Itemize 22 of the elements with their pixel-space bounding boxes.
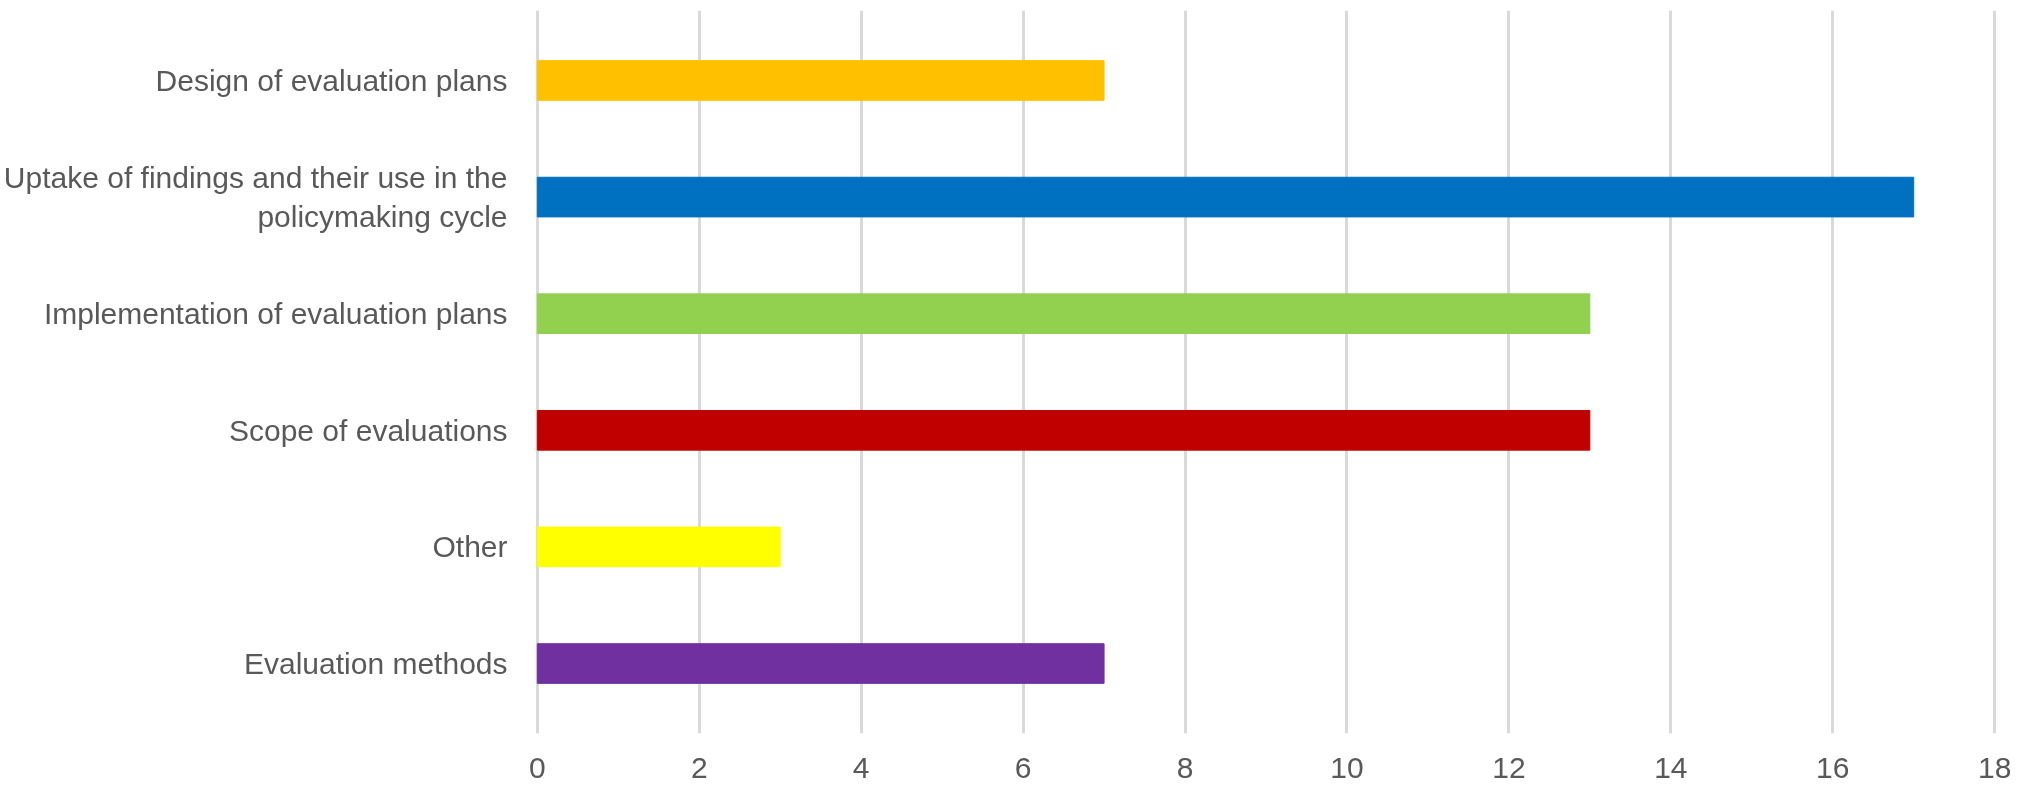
- y-tick-label: Implementation of evaluation plans: [43, 297, 508, 331]
- x-tick-label: 2: [690, 750, 708, 784]
- y-tick-label: Evaluation methods: [244, 647, 508, 681]
- x-tick-label: 12: [1492, 750, 1526, 784]
- bar: [536, 293, 1591, 335]
- x-tick-label: 16: [1816, 750, 1850, 784]
- x-tick-label: 18: [1977, 750, 2012, 784]
- bar: [536, 60, 1105, 101]
- bar: [536, 176, 1915, 218]
- x-tick-label: 4: [852, 750, 870, 784]
- x-tick-label: 10: [1330, 750, 1364, 784]
- y-tick-label: Other: [432, 530, 508, 564]
- bar: [536, 643, 1105, 684]
- x-tick-label: 6: [1014, 750, 1032, 784]
- x-tick-label: 14: [1654, 750, 1688, 784]
- x-tick-label: 8: [1176, 750, 1194, 784]
- bar: [536, 526, 781, 568]
- y-tick-label: Design of evaluation plans: [155, 63, 508, 97]
- x-tick-label: 0: [528, 750, 546, 784]
- y-tick-label: Scope of evaluations: [228, 413, 508, 447]
- bar: [536, 409, 1591, 451]
- y-tick-label: Uptake of findings and their use in the policymaking cycle: [3, 160, 508, 234]
